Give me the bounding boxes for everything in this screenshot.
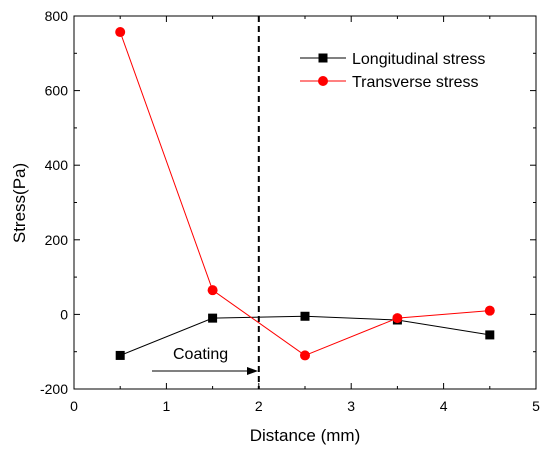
y-tick-label: 0 [60, 306, 68, 322]
data-point [484, 305, 495, 316]
plot-frame [73, 15, 537, 390]
data-point [115, 27, 126, 38]
y-tick-label: 800 [45, 8, 69, 24]
data-point [207, 285, 218, 296]
x-tick-label: 5 [532, 398, 540, 414]
data-point [115, 350, 125, 360]
legend-label: Transverse stress [352, 74, 479, 91]
legend-marker [318, 53, 328, 63]
legend-marker [318, 76, 328, 86]
y-tick-label: 200 [45, 232, 69, 248]
data-point [392, 313, 403, 324]
data-point [208, 313, 218, 323]
coating-arrow-head [247, 367, 258, 375]
series-layer [115, 27, 495, 361]
data-point [300, 311, 310, 321]
legend-label: Longitudinal stress [352, 51, 485, 68]
x-tick-label: 0 [70, 398, 78, 414]
coating-label: Coating [173, 346, 228, 363]
data-point [300, 350, 310, 361]
coating-annotation: Coating [152, 346, 258, 375]
x-axis-title: Distance (mm) [250, 426, 361, 445]
y-tick-label: -200 [40, 381, 68, 397]
series-transverse [115, 27, 495, 361]
y-tick-label: 600 [45, 83, 69, 99]
x-tick-label: 1 [163, 398, 171, 414]
legend: Longitudinal stress Transverse stress [300, 51, 485, 91]
x-tick-label: 2 [255, 398, 263, 414]
x-tick-label: 3 [347, 398, 355, 414]
legend-entry: Transverse stress [300, 74, 479, 91]
y-tick-label: 400 [45, 157, 69, 173]
x-tick-label: 4 [440, 398, 448, 414]
data-point [485, 330, 495, 340]
legend-entry: Longitudinal stress [300, 51, 485, 68]
axis-ticks [73, 15, 537, 390]
y-axis-title: Stress(Pa) [10, 163, 29, 243]
